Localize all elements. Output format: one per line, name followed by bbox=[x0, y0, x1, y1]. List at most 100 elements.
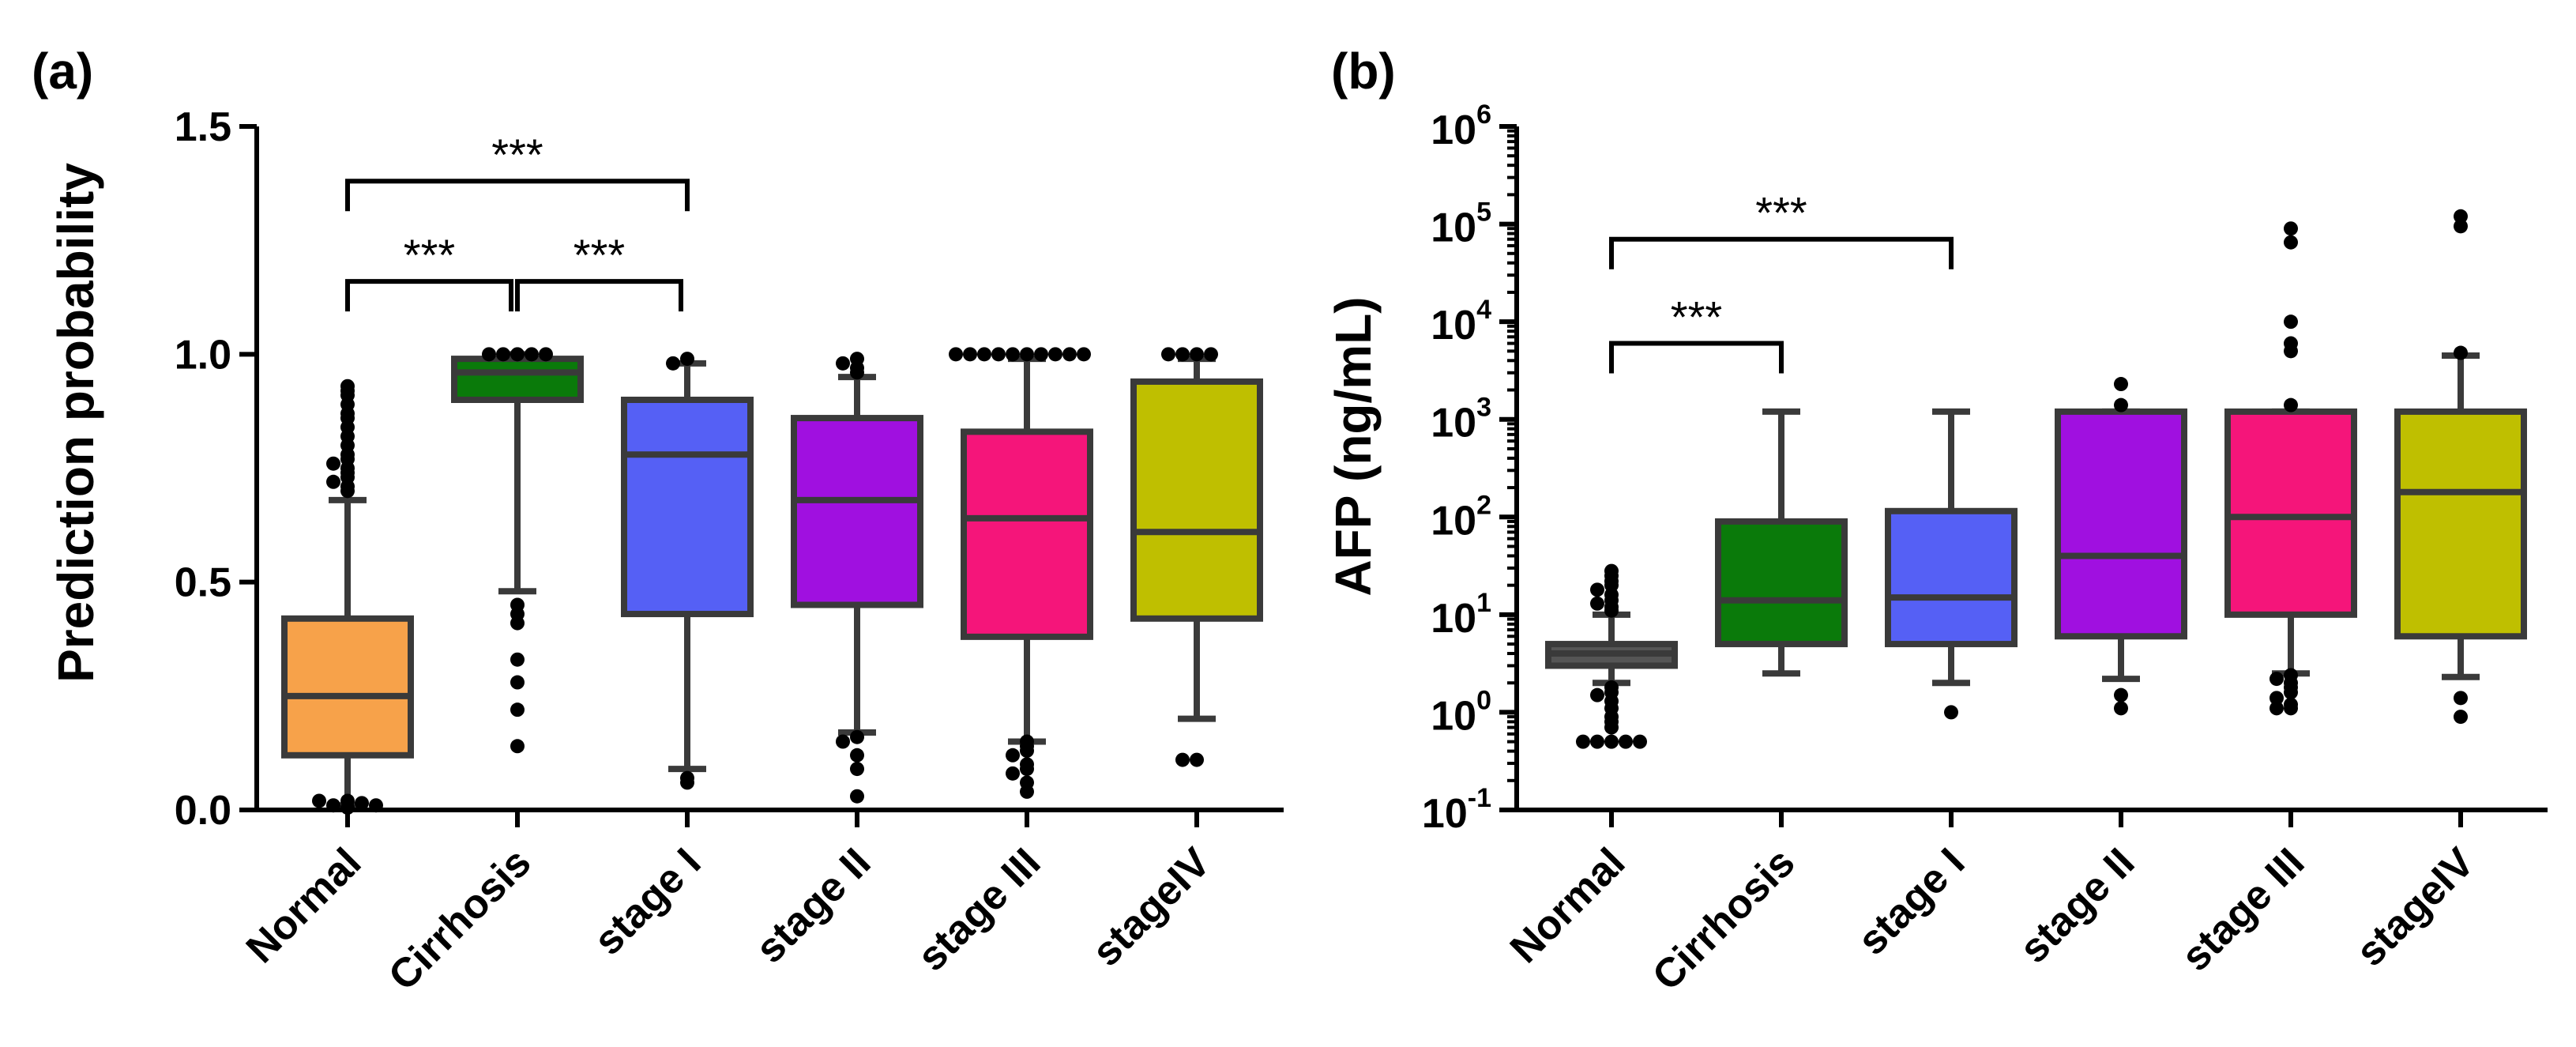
outlier-point bbox=[1604, 720, 1619, 735]
y-tick-exponent: 0 bbox=[1476, 685, 1491, 715]
outlier-point bbox=[1077, 347, 1091, 362]
box-cirrhosis bbox=[1715, 518, 1848, 648]
y-tick-label: 104 bbox=[1431, 295, 1491, 348]
y-tick-exponent: 2 bbox=[1476, 490, 1491, 520]
outlier-point bbox=[482, 347, 496, 362]
outlier-point bbox=[2284, 314, 2298, 330]
y-tick-label: 106 bbox=[1431, 100, 1491, 153]
significance-bracket bbox=[345, 179, 690, 212]
x-tick-label: stage I bbox=[1849, 839, 1973, 963]
outlier-point bbox=[510, 739, 525, 754]
outlier-point bbox=[2270, 691, 2284, 706]
outlier-point bbox=[326, 474, 340, 489]
outlier-point bbox=[850, 748, 864, 763]
y-tick-base: 10 bbox=[1431, 107, 1476, 153]
outlier-point bbox=[525, 347, 539, 362]
outlier-point bbox=[2270, 701, 2284, 716]
box-normal bbox=[281, 615, 414, 759]
significance-bracket bbox=[515, 279, 683, 312]
x-tick-label: Cirrhosis bbox=[380, 839, 540, 999]
outlier-point bbox=[1175, 347, 1190, 362]
y-tick-base: 10 bbox=[1431, 498, 1476, 544]
outlier-point bbox=[340, 484, 355, 499]
y-tick-base: 10 bbox=[1431, 303, 1476, 348]
y-tick-exponent: 5 bbox=[1476, 198, 1491, 228]
box-stage-iii bbox=[961, 428, 1093, 640]
y-tick-label: 1.0 bbox=[175, 332, 231, 378]
outlier-point bbox=[949, 347, 963, 362]
outlier-point bbox=[1590, 734, 1604, 749]
outlier-point bbox=[1590, 687, 1604, 702]
y-tick-exponent: -1 bbox=[1468, 783, 1491, 813]
outlier-point bbox=[850, 365, 864, 380]
outlier-point bbox=[1604, 603, 1619, 618]
outlier-point bbox=[2284, 344, 2298, 359]
significance-label: *** bbox=[491, 130, 543, 179]
outlier-point bbox=[326, 456, 340, 471]
x-tick-label: stageIV bbox=[1084, 839, 1220, 975]
outlier-point bbox=[496, 347, 510, 362]
outlier-point bbox=[2114, 701, 2128, 716]
significance-label: *** bbox=[573, 230, 625, 280]
panel-a-label: (a) bbox=[32, 43, 93, 100]
significance-bracket bbox=[1609, 341, 1784, 374]
outlier-point bbox=[355, 796, 369, 811]
outlier-point bbox=[2284, 397, 2298, 412]
x-tick-label: stageIV bbox=[2348, 839, 2484, 975]
outlier-point bbox=[850, 762, 864, 777]
box-stage-ii bbox=[791, 415, 923, 608]
x-tick-label: stage II bbox=[747, 839, 880, 972]
outlier-point bbox=[2284, 701, 2298, 716]
y-tick-exponent: 3 bbox=[1476, 393, 1491, 423]
y-tick-label: 100 bbox=[1431, 685, 1491, 739]
outlier-point bbox=[1633, 734, 1647, 749]
y-tick-base: 10 bbox=[1431, 401, 1476, 446]
significance-label: *** bbox=[1671, 292, 1722, 342]
outlier-point bbox=[510, 616, 525, 631]
outlier-point bbox=[2454, 345, 2468, 360]
y-tick-base: 10 bbox=[1422, 791, 1468, 837]
y-tick-exponent: 4 bbox=[1476, 295, 1491, 325]
outlier-point bbox=[1020, 744, 1034, 759]
outlier-point bbox=[1062, 347, 1077, 362]
outlier-point bbox=[510, 702, 525, 717]
panel-b-x-ticks: Normal Cirrhosis stage I stage II stage III s… bbox=[1502, 808, 2548, 1000]
panel-a-chart: (a) Prediction probability 0.00.51.01.5 … bbox=[32, 43, 1284, 1000]
outlier-point bbox=[312, 793, 326, 808]
outlier-point bbox=[1006, 766, 1020, 781]
outlier-point bbox=[1590, 596, 1604, 611]
y-tick-label: 103 bbox=[1431, 393, 1491, 446]
outlier-point bbox=[680, 352, 694, 367]
outlier-point bbox=[680, 775, 694, 790]
box-stageiv bbox=[2394, 408, 2527, 640]
y-tick-label: 1.5 bbox=[175, 104, 231, 150]
outlier-point bbox=[977, 347, 991, 362]
outlier-point bbox=[2114, 377, 2128, 392]
outlier-point bbox=[510, 675, 525, 690]
outlier-point bbox=[2284, 235, 2298, 250]
box-stage-iii bbox=[2224, 408, 2357, 618]
x-tick-label: stage III bbox=[909, 839, 1050, 980]
panel-a-x-ticks: Normal Cirrhosis stage I stage II stage III s… bbox=[238, 808, 1284, 1000]
y-tick-exponent: 1 bbox=[1476, 588, 1491, 618]
y-tick-label: 0.5 bbox=[175, 560, 231, 606]
outlier-point bbox=[2284, 221, 2298, 236]
outlier-point bbox=[539, 347, 553, 362]
x-tick-label: Normal bbox=[1502, 839, 1634, 972]
outlier-point bbox=[1020, 347, 1034, 362]
box-stage-ii bbox=[2055, 408, 2187, 640]
y-tick-label: 101 bbox=[1431, 588, 1491, 642]
outlier-point bbox=[836, 356, 850, 371]
outlier-point bbox=[2454, 710, 2468, 725]
significance-label: *** bbox=[404, 230, 455, 280]
outlier-point bbox=[2114, 397, 2128, 412]
y-tick-base: 10 bbox=[1431, 205, 1476, 251]
y-tick-base: 10 bbox=[1431, 596, 1476, 642]
panel-a-ylabel: Prediction probability bbox=[47, 163, 104, 683]
panel-b-ylabel: AFP (ng/mL) bbox=[1325, 296, 1382, 596]
significance-bracket bbox=[1609, 236, 1954, 269]
panel-a-plot-area: *** *** *** bbox=[281, 130, 1263, 815]
significance-label: *** bbox=[1755, 188, 1807, 238]
